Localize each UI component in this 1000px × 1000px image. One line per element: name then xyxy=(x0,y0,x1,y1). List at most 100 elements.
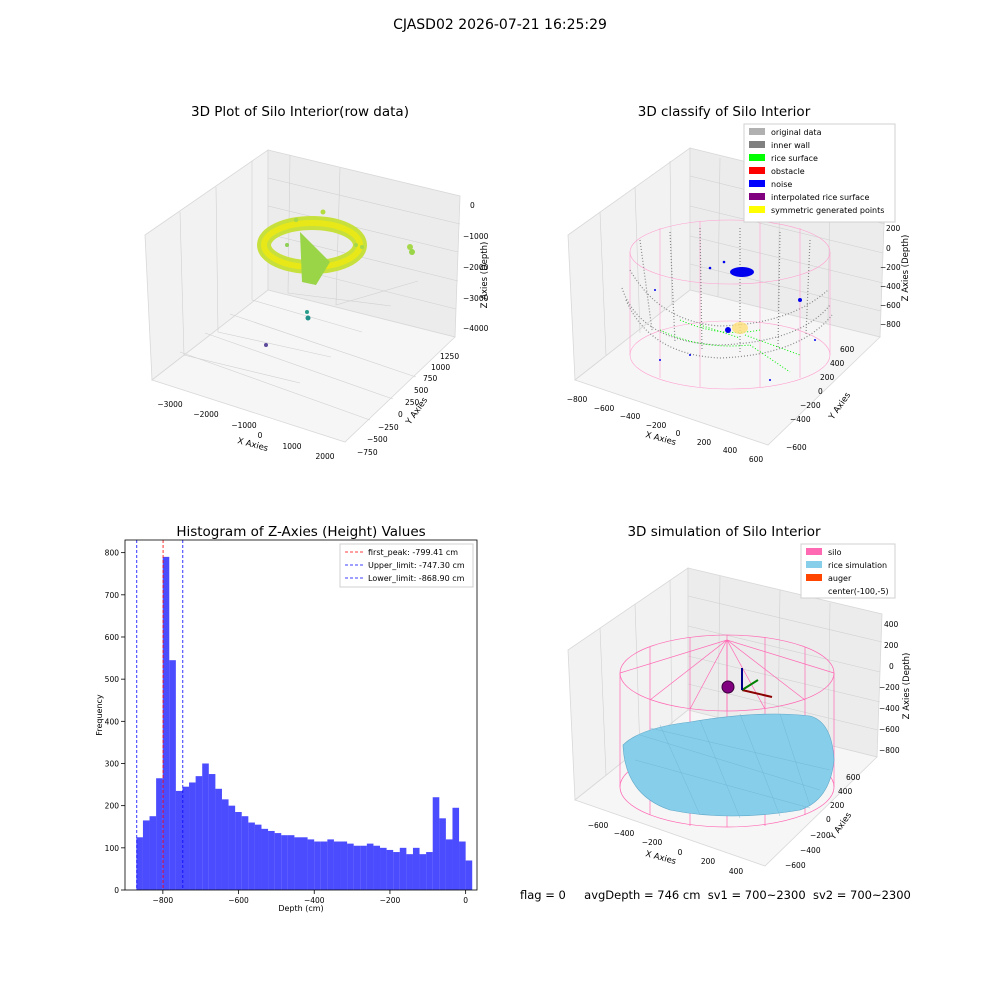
histogram-y-tick-label: 300 xyxy=(105,759,120,768)
histogram-y-tick-label: 500 xyxy=(105,675,120,684)
status-sv2: sv2 = 700~2300 xyxy=(812,888,911,902)
sim-ztick: −200 xyxy=(879,683,900,692)
classify-ztick: −400 xyxy=(880,282,901,291)
simulation-legend: silo rice simulation auger center(-100,-… xyxy=(800,543,896,599)
raw-plot-title: 3D Plot of Silo Interior(row data) xyxy=(191,104,409,120)
histogram-bar xyxy=(412,847,420,890)
raw-ztick: −4000 xyxy=(463,324,489,333)
histogram-bar xyxy=(347,843,354,890)
legend-lower-limit: Lower_limit: -868.90 cm xyxy=(368,574,465,583)
histogram-chart: −800 −600 −400 −200 0 0 100 200 300 400 500 600 700… xyxy=(95,539,478,913)
histogram-bar xyxy=(202,763,209,890)
histogram-bar xyxy=(182,786,190,890)
raw-3d-plot: −3000 −2000 −1000 0 1000 2000 −750 −500 … xyxy=(144,149,490,461)
histogram-bar xyxy=(156,778,163,890)
sim-ytick: −400 xyxy=(800,846,821,855)
classify-xtick: 0 xyxy=(676,429,681,438)
simulation-plot-title: 3D simulation of Silo Interior xyxy=(627,524,821,540)
status-sv1: sv1 = 700~2300 xyxy=(707,888,806,902)
raw-surface-points xyxy=(257,209,415,347)
center-marker xyxy=(721,680,735,694)
legend-swatch-inner-wall xyxy=(749,141,765,148)
histogram-reference-lines xyxy=(136,540,184,890)
sim-ztick: −600 xyxy=(879,725,900,734)
sim-ztick: −400 xyxy=(879,704,900,713)
histogram-bar xyxy=(465,860,473,890)
sim-ztick: −800 xyxy=(879,746,900,755)
classify-xtick: 600 xyxy=(749,455,764,464)
histogram-bar xyxy=(136,837,143,890)
raw-ytick: −500 xyxy=(367,435,388,444)
classify-ztick: −600 xyxy=(880,301,901,310)
classify-inner-wall xyxy=(621,227,833,359)
raw-ytick: 750 xyxy=(423,374,438,383)
raw-xtick: −2000 xyxy=(193,410,219,419)
classify-z-label: Z Axies (Depth) xyxy=(901,235,911,302)
legend-swatch-interpolated xyxy=(749,193,765,200)
simulation-x-label: X Axies xyxy=(644,849,677,867)
legend-swatch-noise xyxy=(749,180,765,187)
legend-label: rice simulation xyxy=(828,561,887,570)
legend-swatch-obstacle xyxy=(749,167,765,174)
classify-ytick: 400 xyxy=(830,359,845,368)
histogram-bar xyxy=(268,830,275,890)
histogram-bar xyxy=(149,816,157,890)
histogram-x-tick-label: −800 xyxy=(153,896,174,905)
histogram-bar xyxy=(426,852,433,890)
histogram-bar xyxy=(301,837,308,890)
histogram-bar xyxy=(274,833,282,890)
histogram-bar xyxy=(142,820,150,890)
legend-label: silo xyxy=(828,548,842,557)
histogram-bar xyxy=(353,845,361,890)
classify-symmetric-points xyxy=(732,322,748,334)
raw-ytick: 1000 xyxy=(431,363,450,372)
sim-ytick: 600 xyxy=(846,773,861,782)
classify-xtick: 200 xyxy=(697,438,712,447)
histogram-bar xyxy=(215,788,222,890)
histogram-y-tick-label: 0 xyxy=(114,886,119,895)
sim-ztick: 0 xyxy=(889,662,894,671)
histogram-bar xyxy=(439,818,446,890)
histogram-x-label: Depth (cm) xyxy=(278,904,323,913)
raw-ztick: −1000 xyxy=(463,232,489,241)
raw-ztick: 0 xyxy=(470,201,475,210)
histogram-bar xyxy=(241,816,249,890)
raw-xtick: 0 xyxy=(258,431,263,440)
histogram-bars xyxy=(136,556,473,890)
status-line: flag = 0 avgDepth = 746 cm sv1 = 700~230… xyxy=(520,888,911,902)
sim-ytick: 0 xyxy=(826,815,831,824)
classify-xtick: −200 xyxy=(646,421,667,430)
histogram-y-ticks: 0 100 200 300 400 500 600 700 800 xyxy=(105,549,125,895)
classify-ytick: −400 xyxy=(790,415,811,424)
legend-upper-limit: Upper_limit: -747.30 cm xyxy=(368,561,465,570)
raw-xtick: −1000 xyxy=(231,421,257,430)
histogram-y-tick-label: 600 xyxy=(105,633,120,642)
classify-ytick: −200 xyxy=(800,401,821,410)
histogram-bar xyxy=(287,835,295,890)
histogram-bar xyxy=(169,660,176,890)
histogram-bar xyxy=(393,852,400,890)
histogram-x-tick-label: −200 xyxy=(380,896,401,905)
sim-xtick: −600 xyxy=(588,821,609,830)
histogram-bar xyxy=(406,854,413,890)
histogram-bar xyxy=(307,839,315,890)
histogram-bar xyxy=(399,847,407,890)
classify-x-label: X Axies xyxy=(644,430,677,448)
legend-swatch-original xyxy=(749,128,765,135)
legend-swatch-silo xyxy=(806,548,822,555)
raw-xtick: 2000 xyxy=(315,452,334,461)
legend-label: inner wall xyxy=(771,141,810,150)
histogram-bar xyxy=(189,782,196,890)
rice-mesh-lines xyxy=(634,713,831,819)
histogram-x-ticks: −800 −600 −400 −200 0 xyxy=(153,890,468,905)
simulation-z-label: Z Axies (Depth) xyxy=(902,653,912,720)
histogram-y-label: Frequency xyxy=(95,694,104,736)
histogram-bar xyxy=(327,839,334,890)
histogram-bar xyxy=(294,837,301,890)
classify-xtick: 400 xyxy=(723,446,738,455)
classify-silo-wireframe xyxy=(629,219,831,390)
classify-ytick: 200 xyxy=(820,373,835,382)
sim-xtick: 0 xyxy=(678,848,683,857)
classify-ztick: −800 xyxy=(880,320,901,329)
sim-xtick: −400 xyxy=(614,829,635,838)
